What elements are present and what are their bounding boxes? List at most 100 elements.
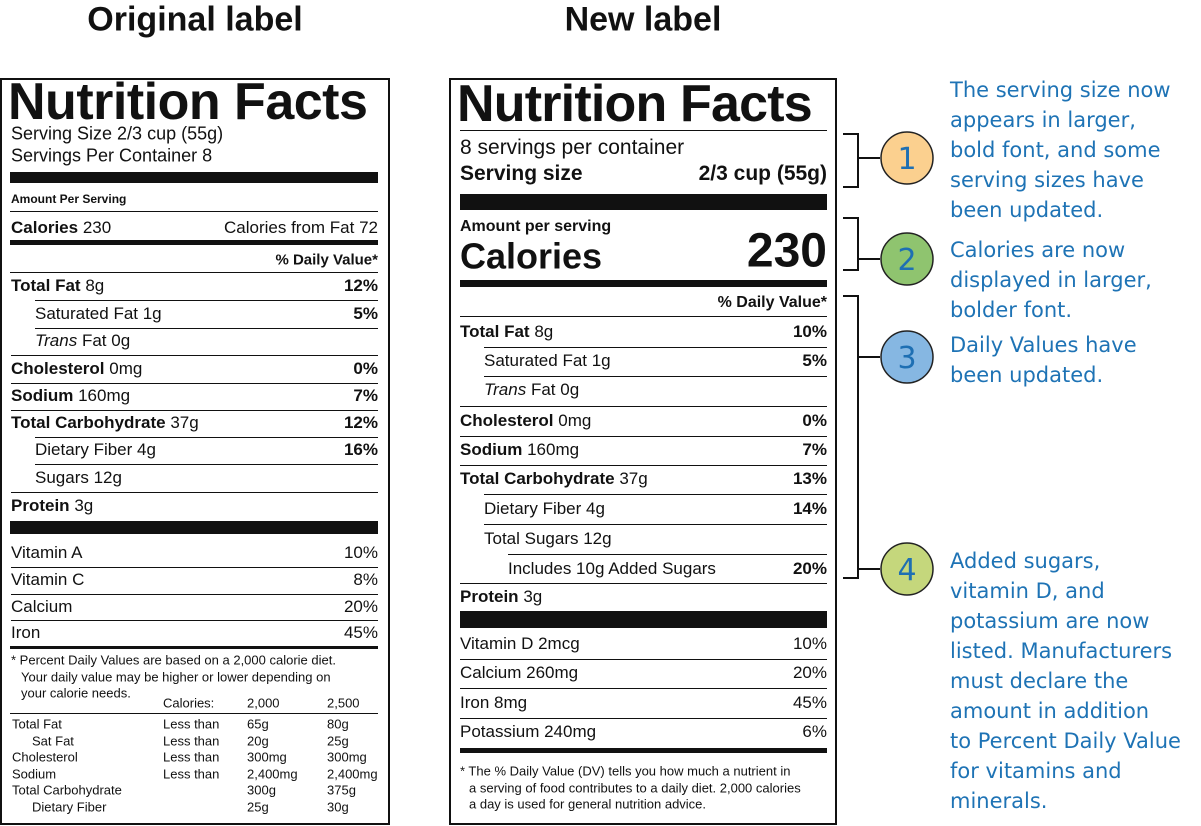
nutrient-name: Sodium xyxy=(11,386,74,406)
annotation-circle xyxy=(880,232,934,286)
annotation-text: displayed in larger, xyxy=(950,268,1152,292)
nutrient-amount: 160mg xyxy=(527,440,580,460)
vitamin-dv: 8% xyxy=(353,570,378,590)
rule xyxy=(460,194,827,210)
requirements-limit: Less than xyxy=(163,749,220,765)
rule xyxy=(460,611,827,628)
vitamin-dv: 6% xyxy=(802,722,827,742)
nutrient-name: Sugars 12g xyxy=(35,468,122,488)
nutrient-name: Dietary Fiber 4g xyxy=(35,440,156,460)
serving-size-label: Serving size xyxy=(460,161,583,185)
nutrient-name: Protein xyxy=(460,587,519,607)
requirements-value: 2,400mg xyxy=(327,766,378,782)
rule xyxy=(10,272,378,273)
annotation-text: must declare the xyxy=(950,669,1129,693)
daily-value: 16% xyxy=(343,440,378,460)
nutrient-row: Includes 10g Added Sugars xyxy=(508,559,716,579)
nutrient-row: Sodium 160mg xyxy=(11,386,130,406)
nutrient-row: Cholesterol 0mg xyxy=(11,359,142,379)
rule xyxy=(484,376,827,377)
rule xyxy=(508,554,827,555)
nutrient-amount: 8g xyxy=(85,276,105,296)
nutrient-name: Total Carbohydrate xyxy=(460,469,615,489)
daily-value-header: % Daily Value* xyxy=(275,251,378,269)
requirements-limit: Less than xyxy=(163,733,220,749)
rule xyxy=(460,688,827,689)
footnote: a day is used for general nutrition advi… xyxy=(469,796,707,812)
nutrient-amount: 0mg xyxy=(109,359,143,379)
annotation-text: vitamin D, and xyxy=(950,579,1105,603)
daily-value: 12% xyxy=(343,413,378,433)
requirements-value: 30g xyxy=(327,799,349,815)
rule xyxy=(11,383,378,384)
requirements-value: 25g xyxy=(327,733,349,749)
rule xyxy=(460,659,827,660)
rule xyxy=(35,437,378,438)
rule xyxy=(484,347,827,348)
footnote: * The % Daily Value (DV) tells you how m… xyxy=(460,763,791,779)
calories-label: Calories xyxy=(460,235,603,277)
requirements-nutrient: Dietary Fiber xyxy=(32,799,107,815)
annotation-text: The serving size now xyxy=(950,78,1171,102)
requirements-value: 2,400mg xyxy=(247,766,298,782)
nutrient-row: Cholesterol 0mg xyxy=(460,411,591,431)
rule xyxy=(11,492,378,493)
vitamin-name: Calcium xyxy=(11,597,73,617)
annotation-text: Added sugars, xyxy=(950,549,1101,573)
label-title: Nutrition Facts xyxy=(8,73,368,132)
nutrient-name: Dietary Fiber 4g xyxy=(484,499,605,519)
rule xyxy=(460,465,827,466)
annotation-text: bolder font. xyxy=(950,298,1073,322)
annotation-circle xyxy=(880,330,934,384)
requirements-level: 2,500 xyxy=(327,695,360,711)
daily-value: 7% xyxy=(353,386,378,406)
rule xyxy=(11,594,378,595)
requirements-nutrient: Total Carbohydrate xyxy=(12,782,122,798)
bracket xyxy=(843,133,880,188)
nutrient-amount: 160mg xyxy=(78,386,131,406)
requirements-nutrient: Cholesterol xyxy=(12,749,78,765)
rule xyxy=(10,240,378,245)
nutrient-row: Saturated Fat 1g xyxy=(484,351,611,371)
footnote: a serving of food contributes to a daily… xyxy=(469,780,801,796)
daily-value: 5% xyxy=(353,304,378,324)
nutrient-amount: 3g xyxy=(523,587,543,607)
nutrient-row: Dietary Fiber 4g xyxy=(35,440,156,460)
rule xyxy=(460,583,827,584)
rule xyxy=(35,300,378,301)
daily-value: 14% xyxy=(792,499,827,519)
annotation-text: been updated. xyxy=(950,363,1104,387)
nutrient-name: Cholesterol xyxy=(11,359,105,379)
requirements-value: 375g xyxy=(327,782,356,798)
servings-per-container: 8 servings per container xyxy=(460,135,685,159)
annotation-text: appears in larger, xyxy=(950,108,1136,132)
rule xyxy=(11,620,378,621)
vitamin-name: Vitamin C xyxy=(11,570,85,590)
nutrient-amount: 8g xyxy=(534,322,554,342)
heading-new: New label xyxy=(564,0,722,39)
rule xyxy=(11,410,378,411)
annotation-number: 2 xyxy=(897,243,916,278)
rule xyxy=(11,567,378,568)
annotation-text: been updated. xyxy=(950,198,1104,222)
nutrient-name: Cholesterol xyxy=(460,411,554,431)
nutrient-name: Total Fat xyxy=(460,322,530,342)
nutrient-name: Trans xyxy=(35,331,78,351)
vitamin-name: Potassium 240mg xyxy=(460,722,597,742)
servings-per-container: Servings Per Container 8 xyxy=(11,145,213,166)
nutrient-row: Sodium 160mg xyxy=(460,440,579,460)
nutrient-row: Total Carbohydrate 37g xyxy=(460,469,648,489)
footnote: * Percent Daily Values are based on a 2,… xyxy=(11,652,336,668)
nutrient-name: Trans xyxy=(484,380,527,400)
vitamin-name: Vitamin A xyxy=(11,543,83,563)
requirements-limit: Less than xyxy=(163,766,220,782)
requirements-nutrient: Total Fat xyxy=(12,716,62,732)
bracket xyxy=(843,295,880,579)
nutrient-amount: 0mg xyxy=(558,411,592,431)
amount-per-serving: Amount Per Serving xyxy=(11,192,127,207)
vitamin-dv: 45% xyxy=(792,693,827,713)
vitamin-dv: 20% xyxy=(343,597,378,617)
annotation-number: 3 xyxy=(897,341,916,376)
annotation-text: for vitamins and xyxy=(950,759,1122,783)
